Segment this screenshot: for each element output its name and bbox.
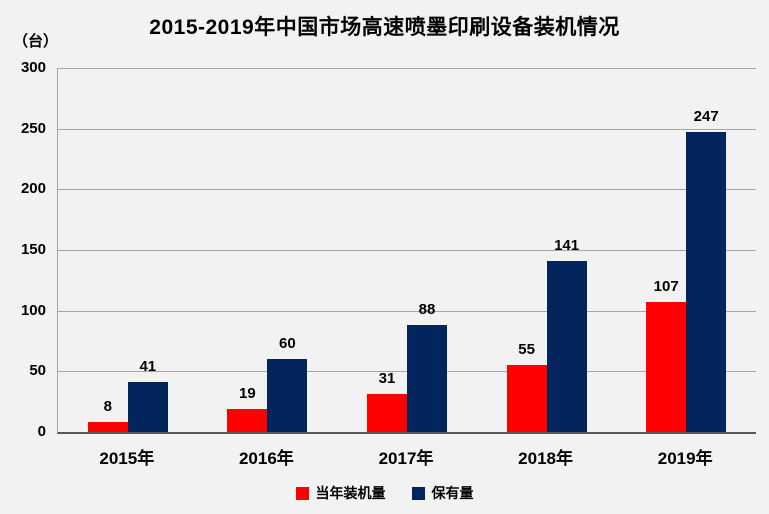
x-axis-category-labels: 2015年 2016年 2017年 2018年 2019年 (57, 444, 755, 468)
chart-title: 2015-2019年中国市场高速喷墨印刷设备装机情况 (149, 16, 620, 39)
legend-label: 保有量 (431, 485, 474, 501)
bar-value-label: 60 (279, 335, 296, 353)
y-tick-label: 300 (20, 59, 46, 76)
bar-installed-base-2016 (267, 359, 308, 432)
gridline (58, 128, 756, 130)
bar-annual-installations-2018 (506, 365, 547, 432)
bar-annual-installations-2015 (87, 422, 128, 432)
bar-value-label: 41 (139, 358, 157, 376)
legend-item-annual-installations: 当年装机量 (295, 483, 386, 503)
bar-value-label: 88 (418, 301, 436, 319)
bar-value-label: 141 (554, 236, 580, 254)
gridline (58, 189, 756, 191)
y-axis-unit-label: （台） (13, 33, 59, 50)
bar-installed-base-2018 (546, 260, 587, 432)
y-tick-label: 200 (20, 180, 46, 198)
gridline (58, 250, 756, 251)
x-category-label: 2017年 (378, 449, 434, 468)
bar-installed-base-2017 (407, 325, 447, 432)
bar-annual-installations-2019 (646, 302, 687, 432)
y-tick-label: 250 (20, 119, 46, 137)
bar-value-label: 107 (653, 278, 679, 296)
x-category-label: 2019年 (657, 449, 713, 468)
legend-label: 当年装机量 (315, 485, 386, 501)
bar-value-label: 8 (103, 398, 112, 416)
y-tick-label: 100 (20, 301, 46, 319)
y-tick-label: 0 (37, 423, 46, 440)
y-tick-label: 150 (20, 241, 46, 258)
bar-installed-base-2019 (686, 132, 727, 432)
legend-color-swatch (295, 486, 309, 500)
chart-legend: 当年装机量 保有量 (0, 483, 769, 503)
legend-color-swatch (411, 486, 425, 500)
bar-value-label: 55 (518, 341, 535, 359)
bar-annual-installations-2016 (227, 408, 268, 432)
bar-value-label: 247 (693, 108, 719, 126)
gridline (58, 310, 756, 312)
x-category-label: 2015年 (99, 449, 155, 468)
bar-installed-base-2015 (127, 382, 168, 432)
bar-value-label: 31 (378, 370, 396, 388)
bar-value-label: 19 (239, 384, 256, 402)
x-category-label: 2018年 (518, 449, 573, 468)
y-tick-label: 50 (29, 362, 46, 380)
legend-item-installed-base: 保有量 (411, 483, 474, 503)
x-category-label: 2016年 (238, 449, 294, 468)
gridline (58, 68, 756, 69)
bar-annual-installations-2017 (367, 394, 407, 432)
plot-area: 8 41 19 60 31 88 55 141 107 247 (57, 68, 756, 434)
